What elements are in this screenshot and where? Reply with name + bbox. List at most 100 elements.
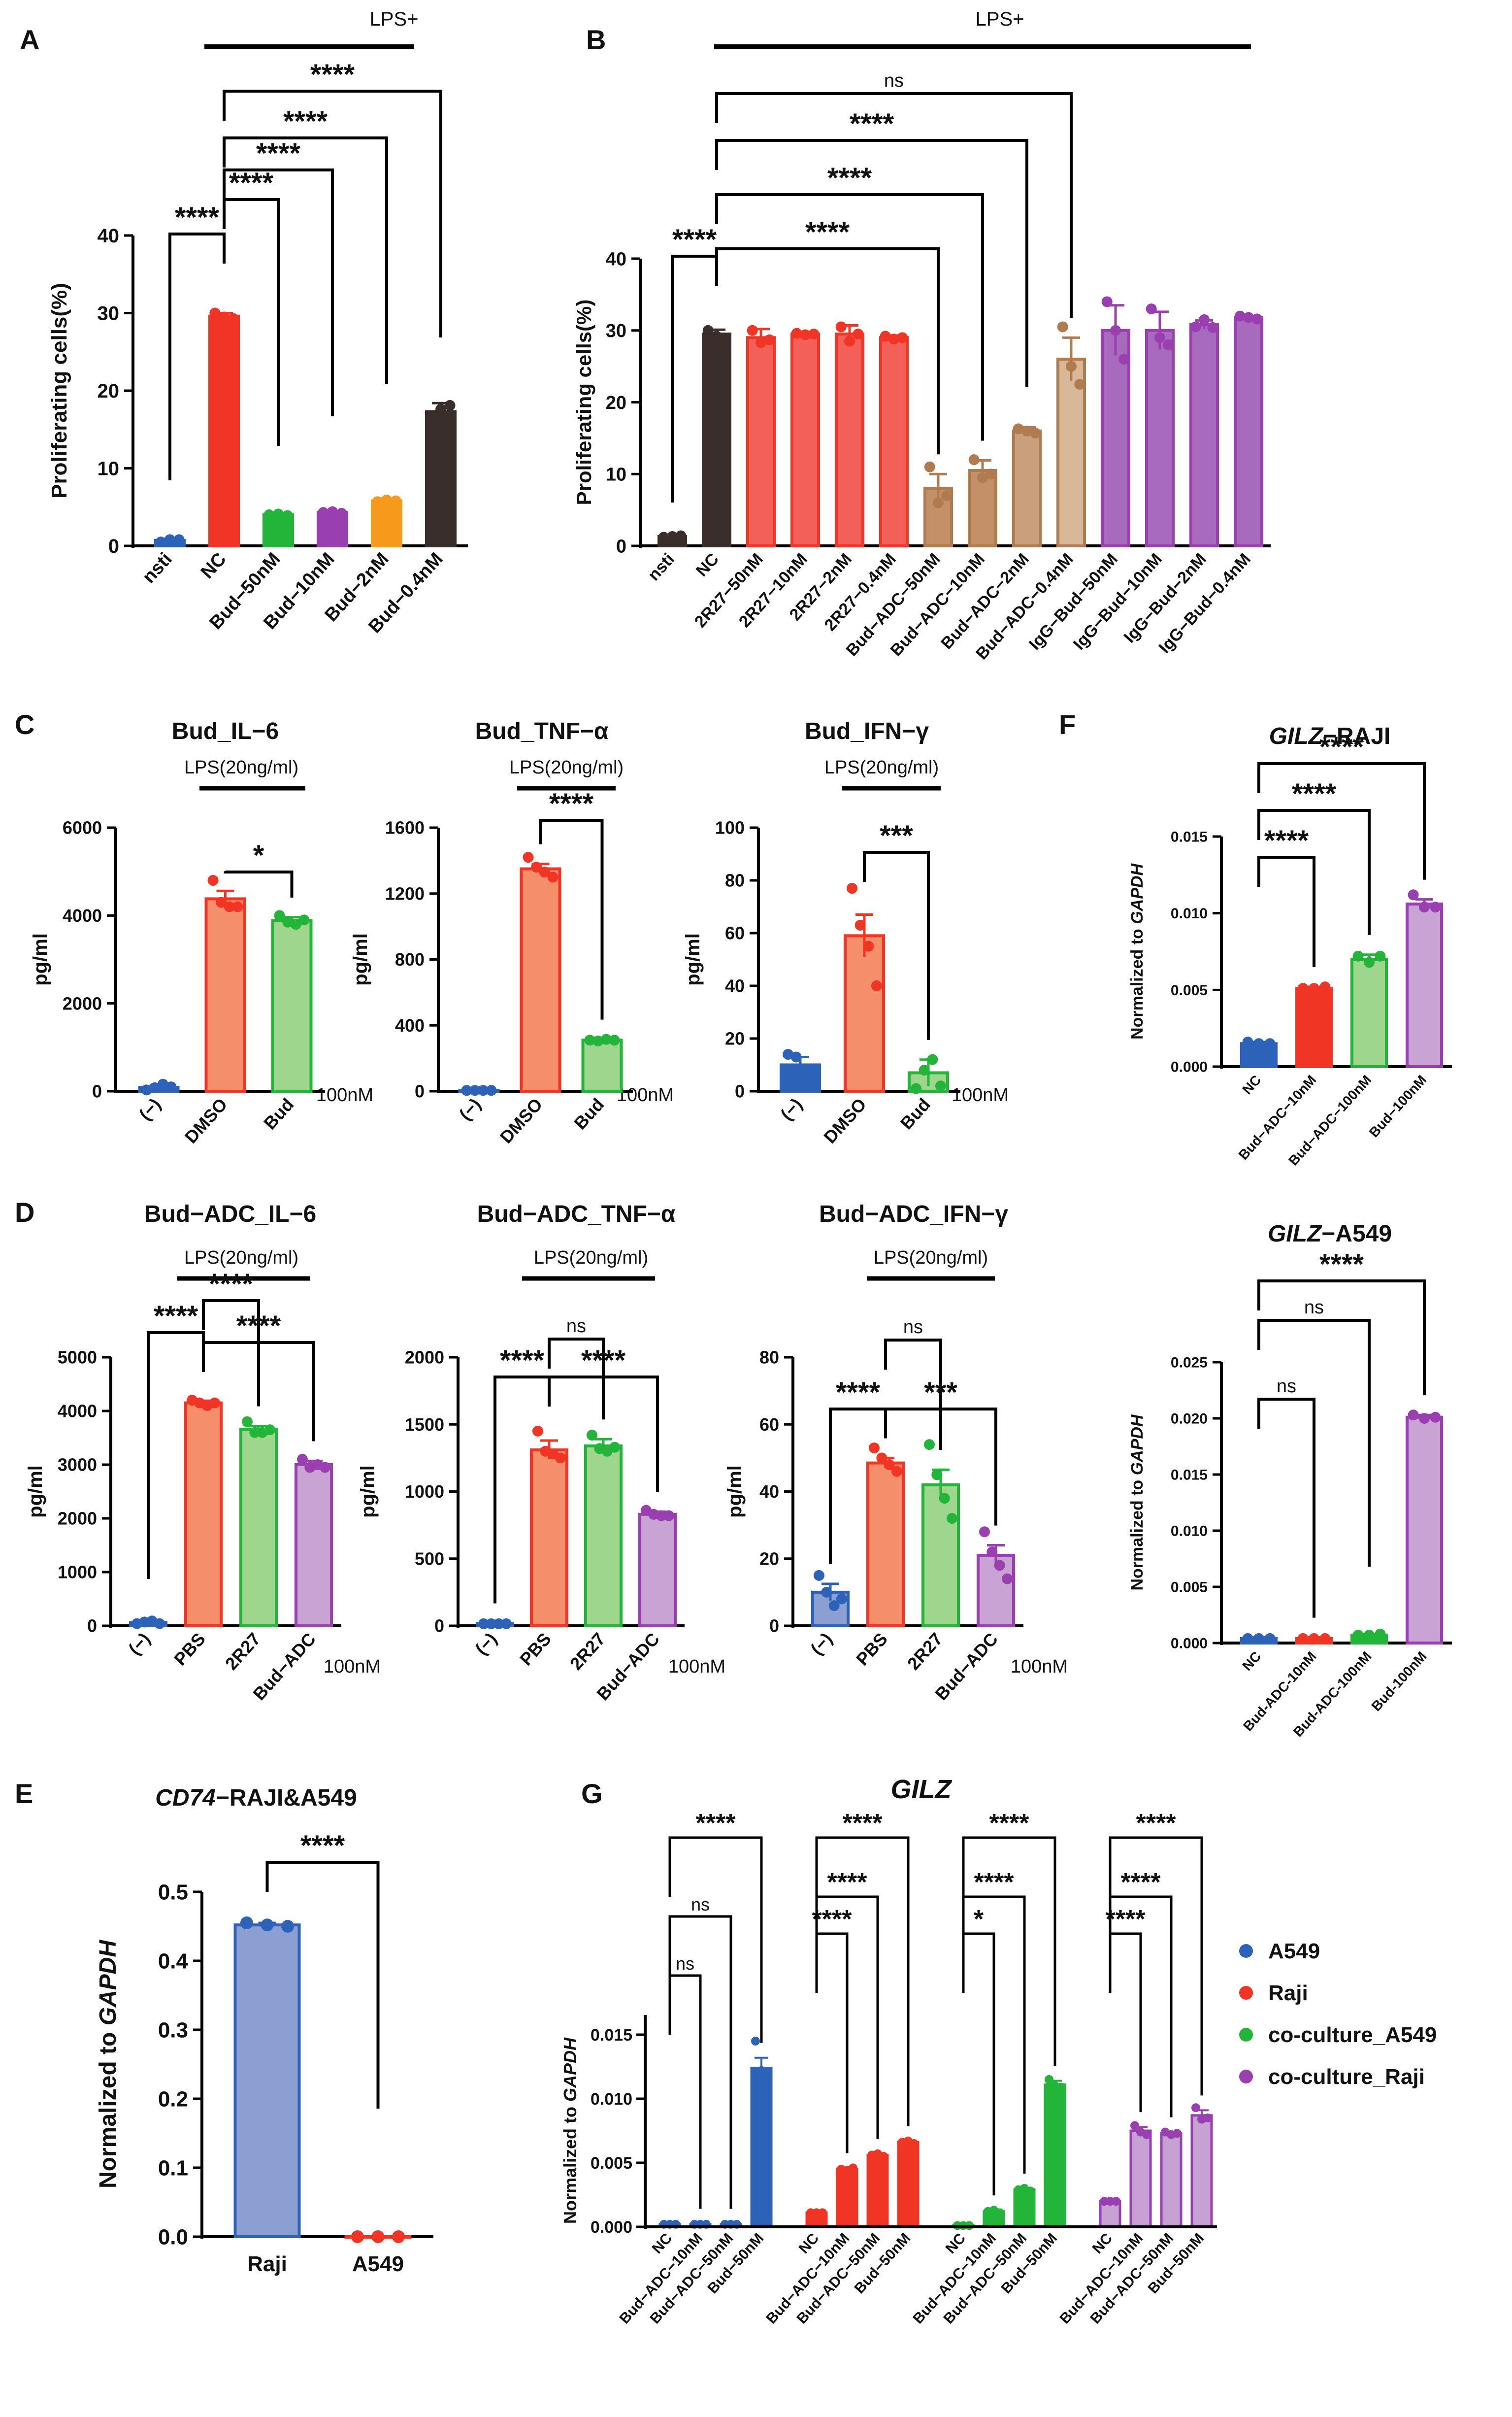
sig-bracket-d1 xyxy=(202,1299,260,1407)
data-point-b xyxy=(986,469,997,480)
y-tick-label-f2: 0.005 xyxy=(1171,1579,1208,1596)
legend-dot-coculture-a549 xyxy=(1239,2028,1253,2042)
bar-d2 xyxy=(584,1444,623,1628)
sig-bracket-b xyxy=(715,92,1073,318)
chart-title-d2: Bud−ADC_TNF−α xyxy=(477,1201,676,1227)
data-point-g xyxy=(751,2037,760,2046)
unit-label-d2: 100nM xyxy=(668,1656,725,1677)
data-point-c3 xyxy=(863,940,874,952)
y-axis-label-d1: pg/ml xyxy=(25,1465,46,1518)
y-tick-label-g: 0.010 xyxy=(591,2090,632,2109)
data-point-a xyxy=(426,414,437,426)
chart-title-f2: GILZ−A549 xyxy=(1268,1221,1392,1247)
y-tick-label-a: 40 xyxy=(98,225,120,247)
sig-bracket-g xyxy=(815,1895,879,2139)
legend-dot-raji xyxy=(1239,1986,1253,2000)
data-point-c3 xyxy=(927,1054,938,1065)
sig-label-b: **** xyxy=(850,108,894,140)
data-point-g xyxy=(1203,2114,1212,2122)
bar-c3 xyxy=(844,934,885,1093)
y-axis-label-a: Proliferating cells(%) xyxy=(47,283,71,499)
data-point-b xyxy=(835,321,847,333)
bar-c1 xyxy=(271,919,313,1093)
data-point-f2 xyxy=(1364,1630,1375,1641)
sig-label-g: **** xyxy=(974,1868,1015,1897)
data-point-c2 xyxy=(523,852,534,863)
sig-bracket-b xyxy=(715,139,1028,387)
data-point-c2 xyxy=(539,867,550,878)
y-tick-label-f1: 0.015 xyxy=(1171,829,1208,845)
sig-label-d3: *** xyxy=(924,1376,957,1409)
y-axis-label-g: Normalized to GAPDH xyxy=(560,2037,580,2224)
sig-label-g: ns xyxy=(691,1894,710,1914)
data-point-b xyxy=(1243,312,1254,323)
legend-dot-a549 xyxy=(1239,1944,1253,1958)
bar-g xyxy=(1160,2132,1183,2228)
y-axis-label-c1: pg/ml xyxy=(30,933,51,986)
data-point-b xyxy=(791,328,802,339)
y-tick-label-c2: 0 xyxy=(415,1081,425,1102)
data-point-c3 xyxy=(790,1051,802,1063)
bar-a xyxy=(425,410,457,548)
data-point-b xyxy=(1118,354,1130,365)
data-point-c2 xyxy=(592,1036,604,1047)
data-point-c2 xyxy=(609,1035,620,1046)
lps-label-b: LPS+ xyxy=(976,8,1024,30)
sig-label-g: * xyxy=(974,1905,984,1934)
sig-label-f2: ns xyxy=(1277,1376,1296,1397)
data-point-d2 xyxy=(486,1618,497,1629)
sig-label-b: **** xyxy=(827,162,872,194)
sig-bracket-a xyxy=(223,90,442,337)
y-tick-label-g: 0.005 xyxy=(591,2154,632,2173)
data-point-b xyxy=(1146,303,1157,315)
y-axis-label-d3: pg/ml xyxy=(724,1465,746,1518)
bar-b xyxy=(1101,329,1130,547)
data-point-e xyxy=(281,1920,295,1933)
data-point-a xyxy=(209,307,221,319)
sig-bracket-a xyxy=(223,198,280,446)
bar-f1 xyxy=(1350,958,1388,1068)
sig-bracket-f1 xyxy=(1257,762,1426,880)
data-point-b xyxy=(977,472,988,483)
sig-bracket-e xyxy=(265,1861,380,2109)
data-point-b xyxy=(933,497,944,508)
data-point-c3 xyxy=(871,980,882,991)
data-point-b xyxy=(844,336,855,347)
y-tick-label-c1: 4000 xyxy=(63,906,102,926)
x-tick-label-e: A549 xyxy=(352,2252,404,2276)
bar-b xyxy=(1056,358,1086,547)
bar-c1 xyxy=(204,897,246,1093)
sig-bracket-g xyxy=(1109,1836,1203,2096)
data-point-b xyxy=(1030,428,1041,439)
legend-label-coculture-a549: co-culture_A549 xyxy=(1268,2023,1437,2047)
bar-b xyxy=(1234,316,1263,547)
data-point-b xyxy=(897,332,908,343)
data-point-d3 xyxy=(868,1442,880,1453)
y-tick-label-d1: 5000 xyxy=(58,1347,97,1368)
sig-bracket-f2 xyxy=(1257,1279,1426,1396)
lps20-label-c1: LPS(20ng/ml) xyxy=(184,757,298,778)
y-tick-label-c3: 0 xyxy=(735,1081,745,1102)
data-point-d1 xyxy=(296,1454,308,1465)
bar-d1 xyxy=(239,1428,278,1628)
data-point-d2 xyxy=(656,1510,667,1521)
data-point-f2 xyxy=(1264,1633,1276,1644)
data-point-c1 xyxy=(157,1078,168,1090)
data-point-a xyxy=(263,509,275,520)
y-tick-label-c1: 6000 xyxy=(63,818,102,838)
data-point-b xyxy=(924,461,935,472)
data-point-e xyxy=(392,2230,405,2243)
y-tick-label-d2: 1500 xyxy=(405,1414,444,1435)
data-point-a xyxy=(444,400,456,411)
data-point-a xyxy=(219,311,230,323)
data-point-b xyxy=(1021,425,1032,436)
data-point-e xyxy=(371,2230,385,2243)
unit-label-c3: 100nM xyxy=(952,1085,1009,1106)
data-point-g xyxy=(818,2208,827,2217)
data-point-f2 xyxy=(1319,1633,1331,1644)
data-point-a xyxy=(282,510,293,521)
data-point-d1 xyxy=(249,1427,261,1438)
sig-label-g: **** xyxy=(812,1905,853,1934)
chart-title-d3: Bud−ADC_IFN−γ xyxy=(819,1201,1008,1227)
bar-d2 xyxy=(530,1448,568,1627)
